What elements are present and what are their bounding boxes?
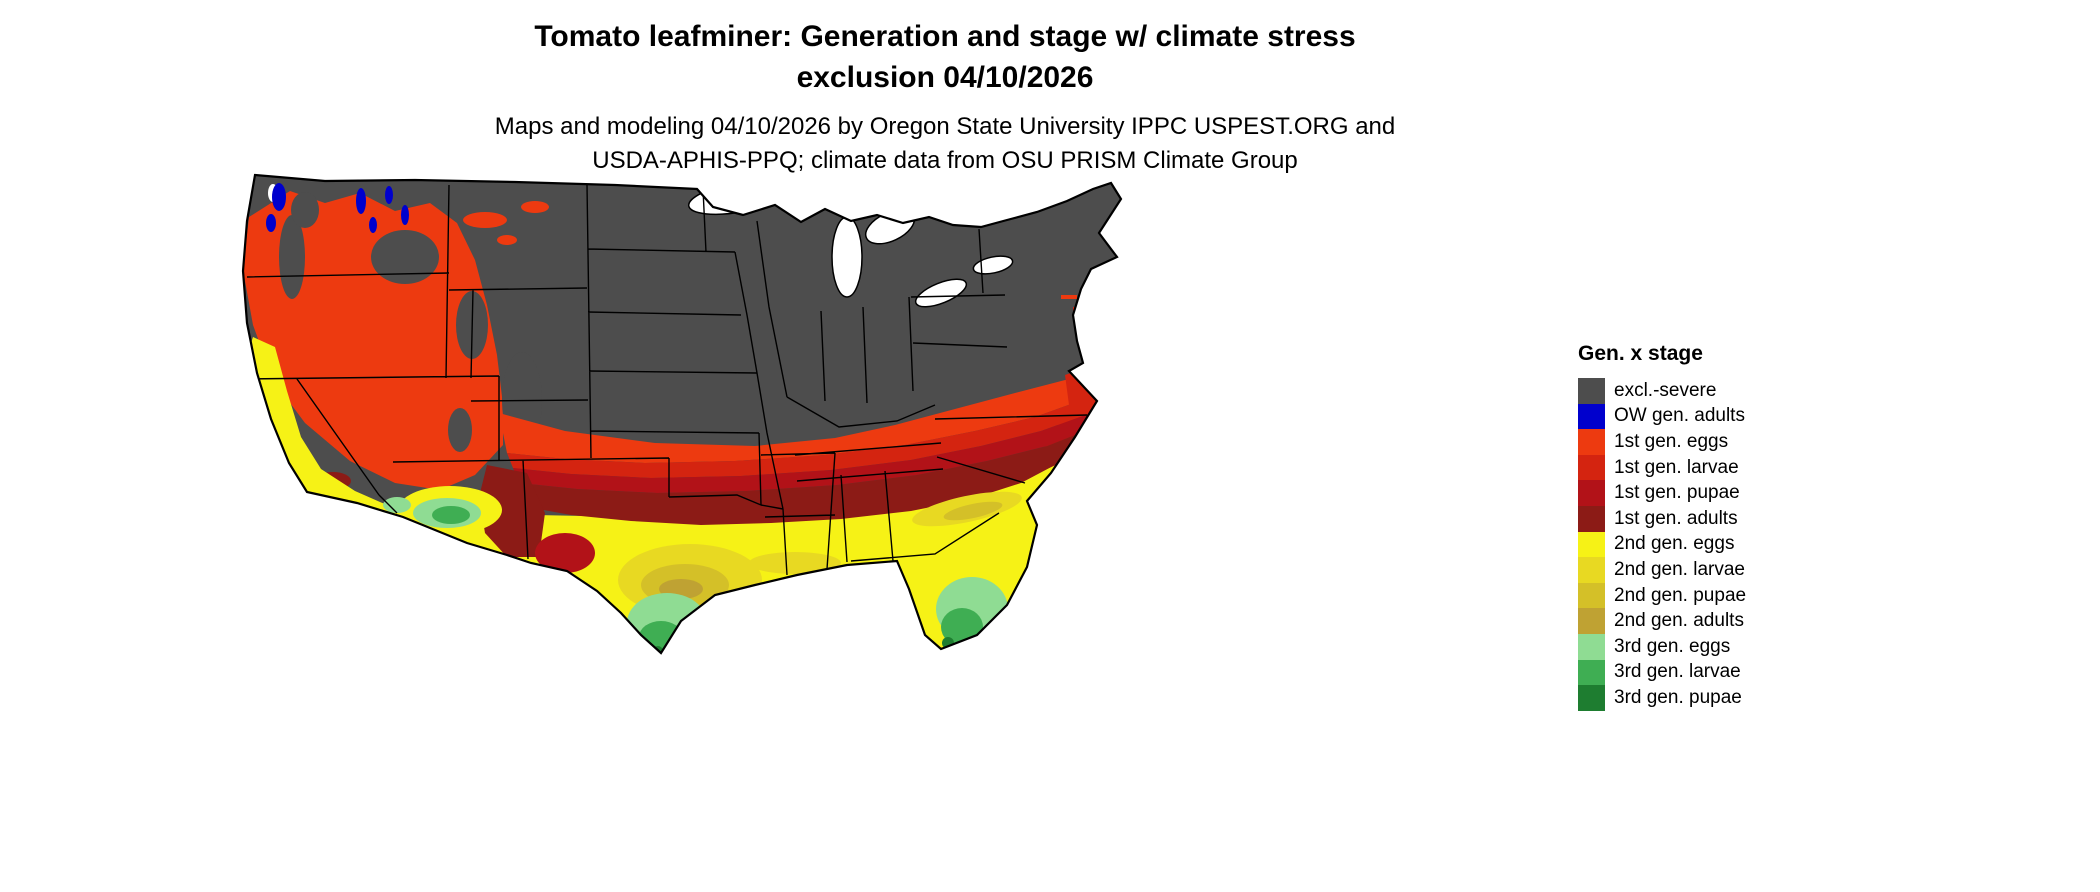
legend-item-label: 3rd gen. pupae bbox=[1614, 686, 1742, 708]
region-keys-3rd-larvae bbox=[899, 654, 927, 658]
legend-item: 3rd gen. eggs bbox=[1578, 633, 1746, 660]
legend-item-label: 2nd gen. larvae bbox=[1614, 558, 1745, 580]
legend-swatch bbox=[1578, 505, 1605, 532]
region-montana-1st-eggs bbox=[463, 212, 507, 228]
legend-item: 2nd gen. adults bbox=[1578, 608, 1746, 634]
region-washington-ow-adults bbox=[272, 183, 286, 211]
conus-map bbox=[235, 165, 1160, 670]
legend-title: Gen. x stage bbox=[1578, 342, 1703, 365]
legend-swatch bbox=[1578, 608, 1605, 634]
lake-ontario bbox=[972, 255, 1014, 275]
legend-item: OW gen. adults bbox=[1578, 403, 1746, 430]
region-arizona-3rd-larvae bbox=[432, 506, 470, 524]
legend-item: excl.-severe bbox=[1578, 378, 1746, 404]
legend-item: 2nd gen. larvae bbox=[1578, 557, 1746, 583]
figure-subtitle: Maps and modeling 04/10/2026 by Oregon S… bbox=[0, 110, 1890, 178]
conus-map-svg bbox=[241, 173, 1123, 659]
region-washington-ow-adults-2 bbox=[266, 214, 276, 232]
state-borders bbox=[243, 184, 1088, 576]
legend-swatch bbox=[1578, 454, 1605, 481]
legend-item: 2nd gen. pupae bbox=[1578, 582, 1747, 609]
region-idaho-excl bbox=[371, 230, 439, 284]
legend: Gen. x stage excl.-severe OW gen. adults… bbox=[1578, 342, 1746, 711]
legend-item: 2nd gen. eggs bbox=[1578, 531, 1746, 558]
legend-item-label: excl.-severe bbox=[1614, 379, 1717, 401]
region-band-1st-larvae bbox=[507, 399, 1091, 478]
region-idaho-ow-adults-2 bbox=[369, 217, 377, 233]
legend-swatch bbox=[1578, 685, 1605, 711]
conus-outline bbox=[241, 173, 1123, 655]
legend-item-label: 3rd gen. larvae bbox=[1614, 661, 1741, 683]
legend-item: 1st gen. eggs bbox=[1578, 429, 1746, 455]
region-north-cascades-excl bbox=[291, 192, 319, 228]
region-west-1st-eggs bbox=[243, 191, 503, 490]
legend-item-label: 1st gen. pupae bbox=[1614, 482, 1740, 504]
region-plateau-excl bbox=[448, 408, 472, 452]
legend-item: 3rd gen. pupae bbox=[1578, 685, 1746, 711]
legend-item: 3rd gen. larvae bbox=[1578, 659, 1746, 686]
region-longisland-1st-eggs bbox=[1061, 295, 1077, 299]
region-capecod-ow-adults bbox=[1081, 315, 1089, 323]
legend-item-label: 1st gen. eggs bbox=[1614, 430, 1729, 452]
lake-michigan bbox=[831, 216, 863, 298]
region-band-1st-pupae bbox=[513, 413, 1095, 493]
region-yuma-3rd-eggs bbox=[383, 497, 411, 513]
region-idaho-ow-adults-3 bbox=[385, 186, 393, 204]
region-newmexico-1st-adults bbox=[479, 465, 545, 557]
legend-item-label: 2nd gen. eggs bbox=[1614, 533, 1735, 555]
legend-swatch bbox=[1578, 557, 1605, 583]
figure-subtitle-line1: Maps and modeling 04/10/2026 by Oregon S… bbox=[494, 113, 1396, 140]
legend-item-label: OW gen. adults bbox=[1614, 405, 1745, 427]
figure-subtitle-line2: USDA-APHIS-PPQ; climate data from OSU PR… bbox=[592, 147, 1298, 174]
region-montana-ow-adults bbox=[401, 205, 409, 225]
region-keys-3rd-pupae bbox=[926, 653, 932, 659]
legend-item: 1st gen. adults bbox=[1578, 505, 1746, 532]
legend-item: 1st gen. larvae bbox=[1578, 454, 1746, 481]
lake-erie bbox=[914, 278, 968, 308]
legend-item-label: 1st gen. adults bbox=[1614, 507, 1738, 529]
legend-swatch bbox=[1578, 378, 1605, 404]
legend-item-label: 2nd gen. pupae bbox=[1614, 584, 1747, 606]
legend-swatch bbox=[1578, 582, 1605, 609]
legend-swatch bbox=[1578, 429, 1605, 455]
legend-swatch bbox=[1578, 659, 1605, 686]
region-westtexas-1st-pupae bbox=[535, 533, 595, 573]
region-band-1st-eggs bbox=[499, 379, 1085, 463]
title-block: Tomato leafminer: Generation and stage w… bbox=[0, 16, 1890, 178]
legend-swatch bbox=[1578, 531, 1605, 558]
region-montana-1st-eggs-3 bbox=[497, 235, 517, 245]
figure-title-line2: exclusion 04/10/2026 bbox=[796, 61, 1094, 94]
region-idaho-ow-adults bbox=[356, 188, 366, 214]
legend-item-label: 1st gen. larvae bbox=[1614, 456, 1739, 478]
legend-swatch bbox=[1578, 633, 1605, 660]
region-georgia-2nd-pupae bbox=[943, 501, 1003, 521]
legend-item-label: 3rd gen. eggs bbox=[1614, 635, 1731, 657]
legend-item-label: 2nd gen. adults bbox=[1614, 610, 1744, 632]
legend-swatch bbox=[1578, 403, 1605, 430]
legend-swatch bbox=[1578, 480, 1605, 506]
figure-title-line1: Tomato leafminer: Generation and stage w… bbox=[534, 20, 1356, 53]
legend-item: 1st gen. pupae bbox=[1578, 480, 1746, 506]
region-montana-1st-eggs-2 bbox=[521, 201, 549, 213]
region-gulf-2nd-larvae bbox=[749, 552, 841, 574]
region-cascades-excl bbox=[279, 215, 305, 299]
